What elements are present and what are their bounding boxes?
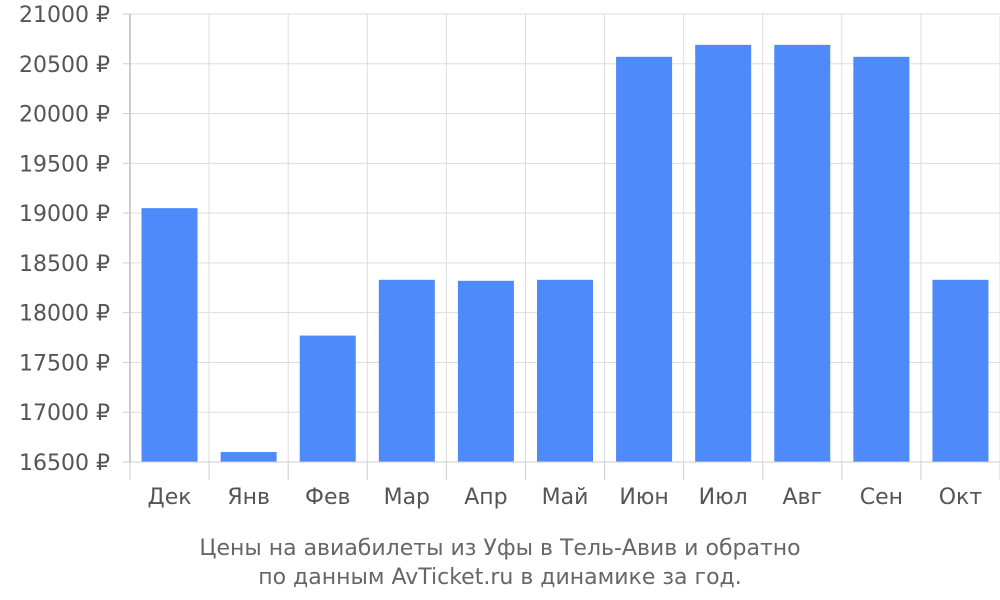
bar-2 (220, 452, 277, 462)
x-tick-label: Сен (860, 485, 903, 510)
x-tick-label: Май (542, 485, 589, 510)
x-tick-label: Окт (939, 485, 983, 510)
y-tick-label: 18500 ₽ (19, 252, 110, 277)
chart-caption-line-2: по данным AvTicket.ru в динамике за год. (258, 565, 742, 590)
bar-7 (616, 56, 673, 462)
axes (123, 13, 1000, 480)
x-tick-label: Авг (782, 485, 822, 510)
bar-6 (537, 279, 593, 462)
x-tick-label: Июл (699, 485, 748, 510)
bars (141, 44, 989, 463)
y-tick-label: 17000 ₽ (19, 401, 110, 426)
y-tick-label: 19500 ₽ (19, 152, 110, 177)
x-tick-labels: Дек Янв Фев Мар Апр Май Июн Июл Авг Сен Окт (148, 485, 983, 510)
y-tick-label: 18000 ₽ (19, 302, 110, 327)
x-tick-label: Апр (464, 485, 507, 510)
y-tick-label: 20000 ₽ (19, 103, 110, 128)
x-tick-label: Янв (227, 485, 270, 510)
bar-10 (853, 56, 910, 462)
x-tick-label: Дек (148, 485, 192, 510)
y-tick-label: 17500 ₽ (19, 351, 110, 376)
y-tick-label: 21000 ₽ (19, 3, 110, 28)
x-tick-label: Июн (619, 485, 668, 510)
bar-8 (695, 44, 752, 463)
bar-4 (378, 279, 435, 462)
bar-9 (774, 44, 831, 463)
grid-lines (130, 13, 1000, 463)
bar-3 (299, 335, 356, 462)
bar-1 (141, 208, 198, 462)
y-tick-label: 20500 ₽ (19, 53, 110, 78)
chart-caption-line-1: Цены на авиабилеты из Уфы в Тель-Авив и … (199, 536, 800, 561)
y-tick-label: 16500 ₽ (19, 451, 110, 476)
x-tick-label: Мар (384, 485, 430, 510)
x-tick-label: Фев (305, 485, 350, 510)
y-tick-labels: 16500 ₽ 17000 ₽ 17500 ₽ 18000 ₽ 18500 ₽ 19000… (19, 3, 110, 476)
y-tick-label: 19000 ₽ (19, 202, 110, 227)
bar-5 (457, 280, 514, 462)
bar-11 (932, 279, 989, 462)
